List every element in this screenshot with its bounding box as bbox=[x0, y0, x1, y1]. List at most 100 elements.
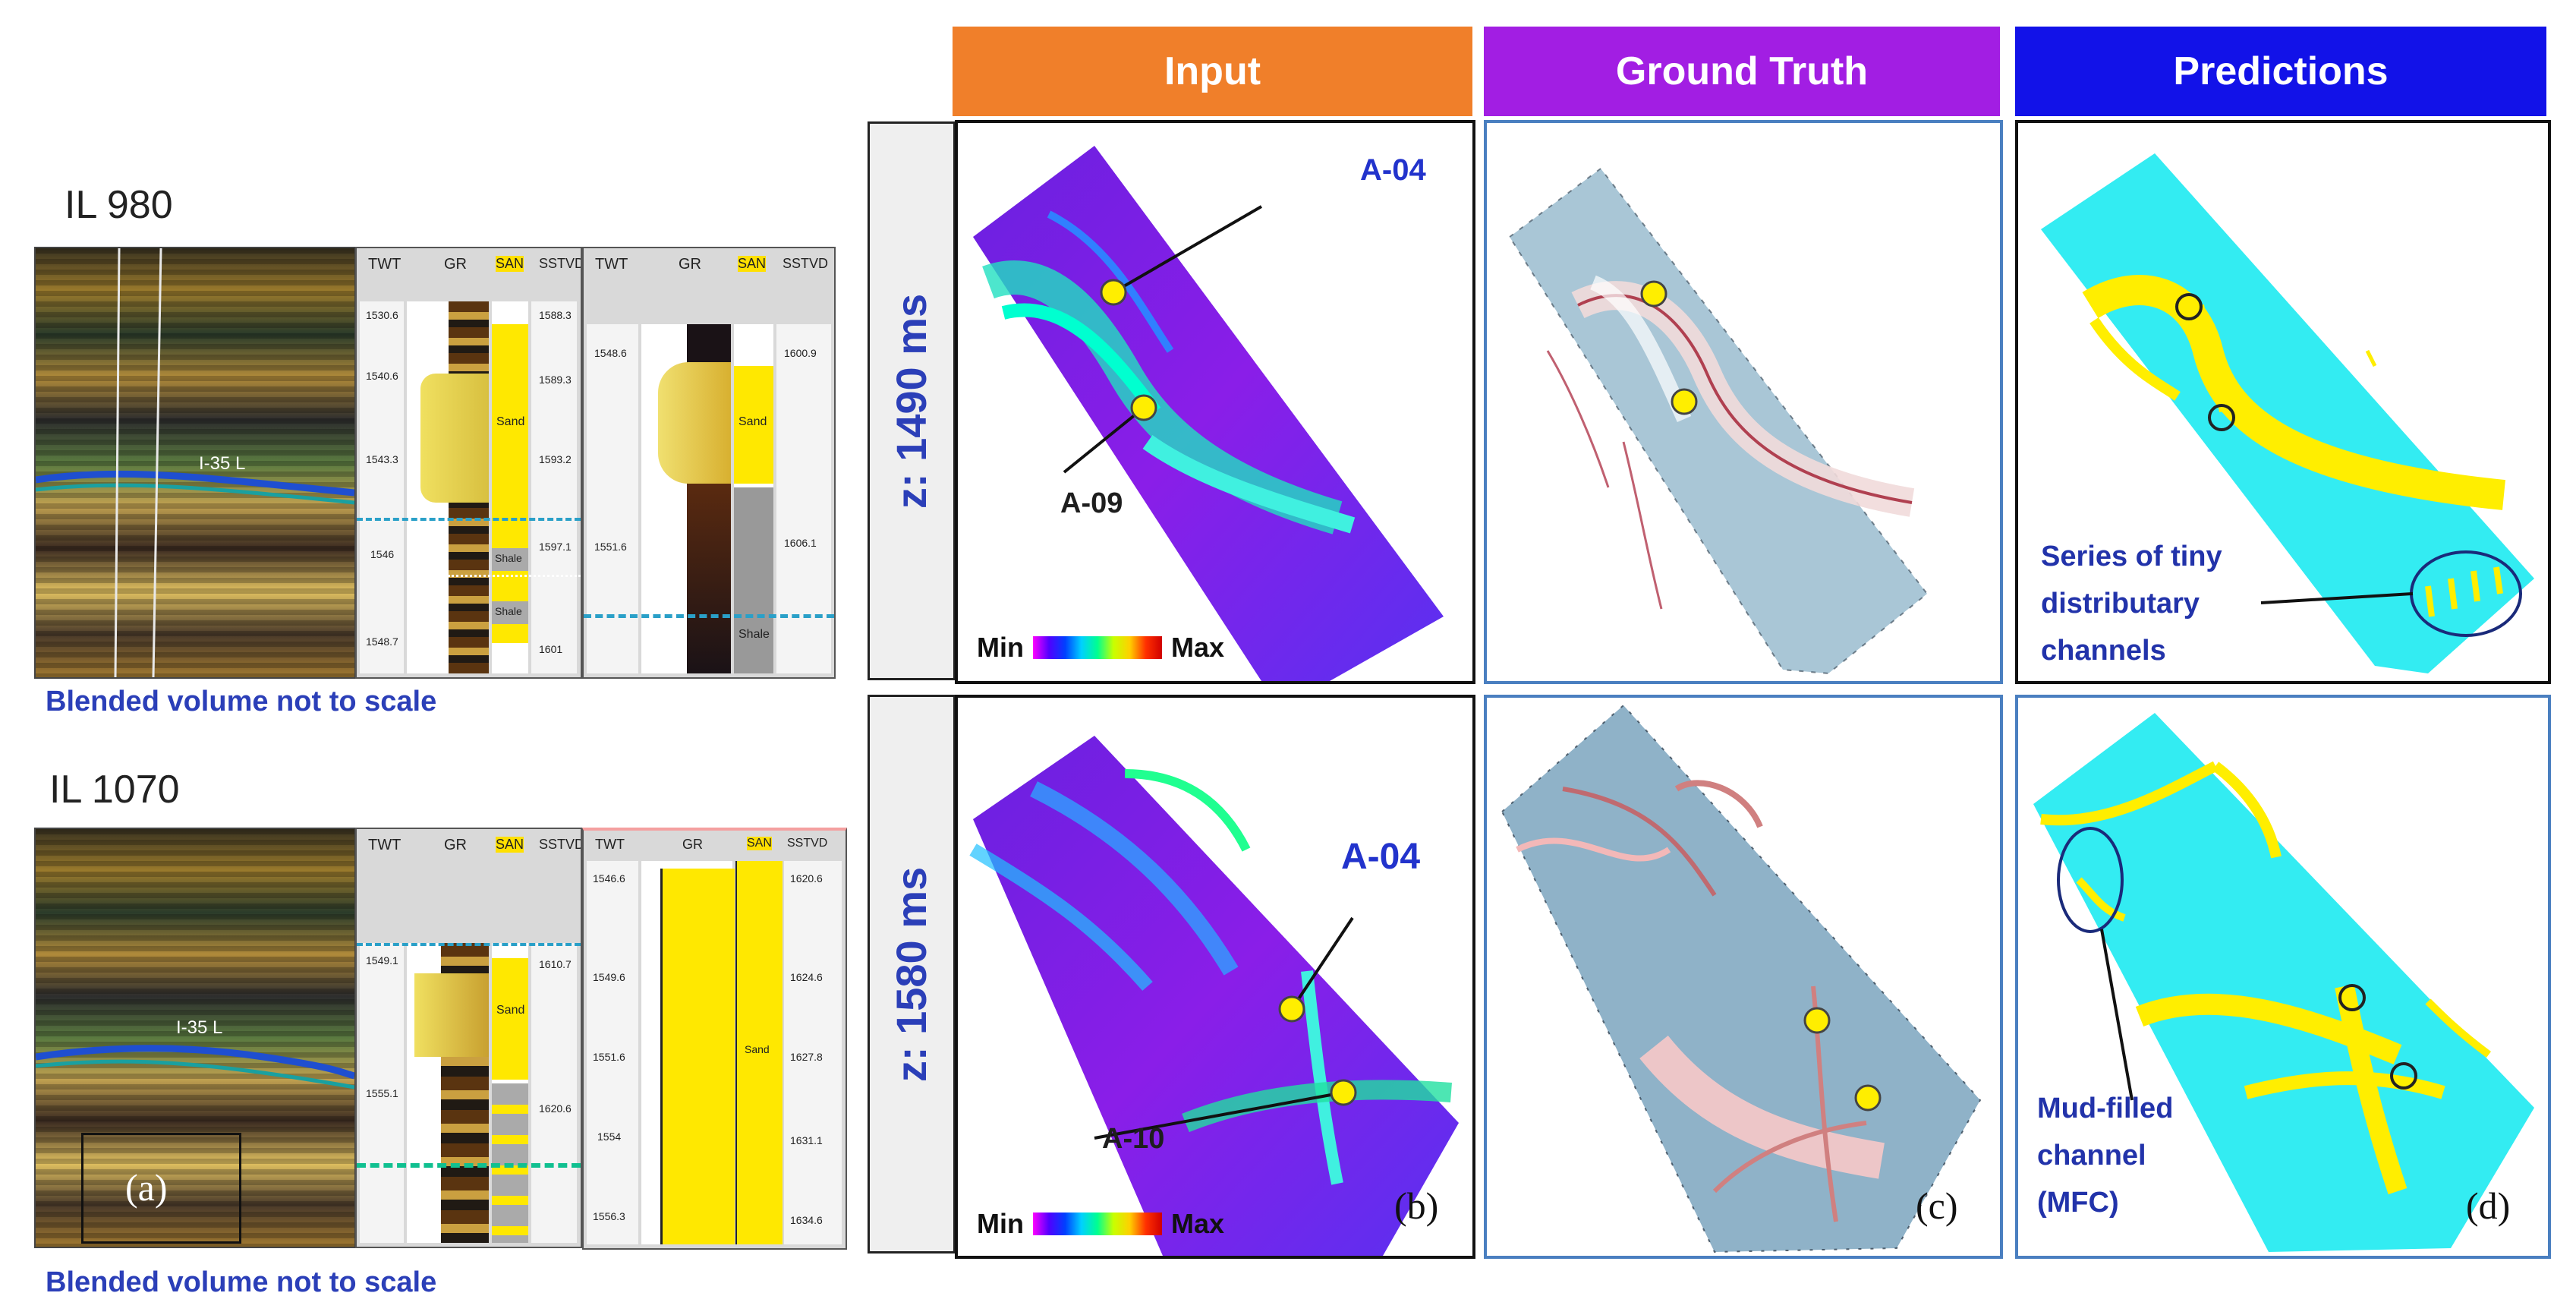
horizon-marker-dashed bbox=[357, 518, 581, 521]
colorbar-min: Min bbox=[977, 1208, 1024, 1240]
header-ground-truth: Ground Truth bbox=[1484, 27, 2000, 116]
well-log-bottom-b: TWT GR SAN SSTVD Sand 1546.6 1549.6 1551… bbox=[582, 828, 847, 1250]
sand-track: Sand bbox=[492, 943, 528, 1243]
gr-track bbox=[407, 301, 489, 673]
log-header-san: SAN bbox=[747, 837, 772, 850]
horizon-label-top: I-35 L bbox=[199, 453, 245, 475]
tick-label: 1610.7 bbox=[539, 958, 572, 970]
horizon-marker-dashed bbox=[357, 943, 581, 946]
well-marker bbox=[1856, 1086, 1880, 1110]
well-marker bbox=[1101, 280, 1126, 304]
il-980-title: IL 980 bbox=[65, 182, 173, 228]
seismic-image bbox=[36, 248, 354, 677]
log-track-twt bbox=[587, 324, 638, 673]
sand-track: Sand bbox=[735, 861, 783, 1244]
horizon-marker-dashed bbox=[584, 614, 834, 618]
log-header-sstvd: SSTVD bbox=[783, 256, 828, 272]
tick-label: 1549.6 bbox=[593, 971, 625, 983]
tick-label: 1555.1 bbox=[366, 1087, 398, 1099]
annotation-line: distributary bbox=[2041, 580, 2222, 627]
log-header-sstvd: SSTVD bbox=[539, 256, 582, 272]
blend-note-bottom: Blended volume not to scale bbox=[46, 1266, 436, 1299]
tick-label: 1546.6 bbox=[593, 872, 625, 885]
sand-label: Sand bbox=[745, 1043, 770, 1055]
log-header-san: SAN bbox=[496, 256, 524, 272]
shale-label-1: Shale bbox=[495, 552, 522, 564]
colorbar-min: Min bbox=[977, 632, 1024, 664]
annotation-line: channel bbox=[2037, 1132, 2173, 1179]
annotation-line: Mud-filled bbox=[2037, 1085, 2173, 1132]
log-header-gr: GR bbox=[679, 256, 701, 273]
shale-label: Shale bbox=[738, 628, 770, 642]
ground-truth-panel-1490 bbox=[1484, 120, 2003, 684]
gr-track bbox=[407, 943, 489, 1243]
row-label-1580-text: z: 1580 ms bbox=[887, 866, 937, 1081]
tick-label: 1600.9 bbox=[784, 347, 817, 359]
gr-track bbox=[641, 324, 731, 673]
well-marker bbox=[1805, 1008, 1829, 1033]
log-header-gr: GR bbox=[682, 837, 703, 853]
tick-label: 1551.6 bbox=[594, 541, 627, 553]
well-marker bbox=[1132, 396, 1156, 420]
well-log-top-a: TWT GR SAN SSTVD Sand Shale Shale 1530.6… bbox=[355, 247, 582, 679]
row-label-1490: z: 1490 ms bbox=[868, 121, 956, 680]
predictions-panel-1490: Series of tiny distributary channels bbox=[2015, 120, 2551, 684]
annotation-line: Series of tiny bbox=[2041, 533, 2222, 580]
colorbar-legend-1490: Min Max bbox=[977, 632, 1224, 664]
colorbar-legend-1580: Min Max bbox=[977, 1208, 1224, 1240]
well-log-top-b: TWT GR SAN SSTVD Sand Shale 1548.6 1551.… bbox=[582, 247, 836, 679]
il-1070-title: IL 1070 bbox=[49, 767, 180, 812]
zoom-box: (a) bbox=[81, 1133, 241, 1244]
sand-label: Sand bbox=[738, 415, 767, 429]
annotation-line: (MFC) bbox=[2037, 1179, 2173, 1226]
tick-label: 1606.1 bbox=[784, 537, 817, 549]
well-label-a09: A-09 bbox=[1060, 487, 1123, 520]
tick-label: 1601 bbox=[539, 643, 562, 655]
input-panel-1490: A-04 A-09 Min Max bbox=[955, 120, 1475, 684]
log-header-san: SAN bbox=[496, 837, 524, 853]
horizon-marker-dashed-green bbox=[357, 1163, 581, 1168]
sand-label: Sand bbox=[496, 415, 524, 429]
tick-label: 1593.2 bbox=[539, 453, 572, 465]
tick-label: 1634.6 bbox=[790, 1214, 823, 1226]
tick-label: 1627.8 bbox=[790, 1051, 823, 1063]
input-attribute-map-1580 bbox=[958, 698, 1472, 1256]
header-input: Input bbox=[953, 27, 1472, 116]
seismic-section-top: I-35 L bbox=[34, 247, 356, 679]
tick-label: 1556.3 bbox=[593, 1210, 625, 1222]
tick-label: 1624.6 bbox=[790, 971, 823, 983]
log-header-gr: GR bbox=[444, 256, 467, 273]
tick-label: 1548.6 bbox=[594, 347, 627, 359]
well-log-bottom-a: TWT GR SAN SSTVD Sand 1549.1 1555.1 1610… bbox=[355, 828, 582, 1248]
sand-label: Sand bbox=[496, 1004, 524, 1017]
horizon-marker-dotted bbox=[448, 575, 581, 577]
tick-label: 1620.6 bbox=[539, 1102, 572, 1115]
panel-letter-b: (b) bbox=[1394, 1184, 1438, 1228]
tick-label: 1597.1 bbox=[539, 541, 572, 553]
well-marker bbox=[1642, 282, 1666, 306]
well-marker bbox=[1331, 1080, 1356, 1105]
row-label-1580: z: 1580 ms bbox=[868, 695, 956, 1254]
tick-label: 1548.7 bbox=[366, 635, 398, 648]
log-header-twt: TWT bbox=[368, 837, 401, 854]
well-label-a04: A-04 bbox=[1360, 153, 1426, 188]
annotation-mud-filled: Mud-filled channel (MFC) bbox=[2037, 1085, 2173, 1226]
tick-label: 1588.3 bbox=[539, 309, 572, 321]
tick-label: 1554 bbox=[597, 1131, 621, 1143]
annotation-line: channels bbox=[2041, 627, 2222, 674]
seismic-section-bottom: I-35 L (a) bbox=[34, 828, 356, 1248]
colorbar bbox=[1033, 636, 1162, 659]
tick-label: 1543.3 bbox=[366, 453, 398, 465]
annotation-distributary: Series of tiny distributary channels bbox=[2041, 533, 2222, 674]
well-label-a10: A-10 bbox=[1102, 1123, 1164, 1156]
sstvd-track bbox=[776, 324, 831, 673]
ground-truth-map-1490 bbox=[1487, 123, 2000, 681]
sand-track: Sand Shale Shale bbox=[492, 301, 528, 673]
sand-track: Sand Shale bbox=[734, 324, 773, 673]
blend-note-top: Blended volume not to scale bbox=[46, 686, 436, 718]
log-header-gr: GR bbox=[444, 837, 467, 854]
colorbar-max: Max bbox=[1171, 632, 1224, 664]
log-header-sstvd: SSTVD bbox=[539, 837, 582, 853]
ground-truth-map-1580 bbox=[1487, 698, 2000, 1256]
log-header-twt: TWT bbox=[595, 837, 625, 853]
